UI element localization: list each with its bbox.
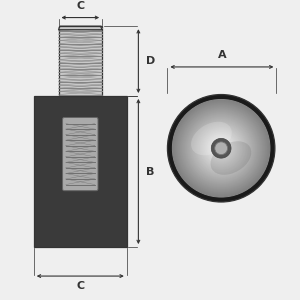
Circle shape xyxy=(175,102,267,194)
Circle shape xyxy=(219,146,223,150)
Circle shape xyxy=(177,104,265,192)
Circle shape xyxy=(187,114,255,182)
FancyBboxPatch shape xyxy=(63,118,98,191)
Circle shape xyxy=(211,138,231,158)
Circle shape xyxy=(172,100,270,197)
Circle shape xyxy=(183,110,259,186)
Bar xyxy=(34,96,127,247)
Circle shape xyxy=(206,134,236,163)
Circle shape xyxy=(212,139,231,158)
Circle shape xyxy=(174,101,268,195)
Circle shape xyxy=(181,108,261,188)
Circle shape xyxy=(208,135,235,162)
Circle shape xyxy=(173,100,269,196)
Text: C: C xyxy=(76,1,84,11)
Circle shape xyxy=(190,117,252,179)
Circle shape xyxy=(188,115,254,182)
Circle shape xyxy=(185,112,257,184)
Circle shape xyxy=(214,141,228,155)
Circle shape xyxy=(209,136,233,160)
Text: B: B xyxy=(146,167,154,176)
Circle shape xyxy=(184,111,258,185)
Circle shape xyxy=(192,119,250,178)
Circle shape xyxy=(202,129,241,168)
Circle shape xyxy=(200,127,243,170)
Circle shape xyxy=(178,105,264,191)
Circle shape xyxy=(191,118,251,178)
Text: A: A xyxy=(218,50,226,60)
Circle shape xyxy=(193,120,250,177)
Text: D: D xyxy=(146,56,155,66)
Circle shape xyxy=(199,126,244,171)
Ellipse shape xyxy=(191,122,232,155)
Circle shape xyxy=(215,142,228,155)
Circle shape xyxy=(189,116,254,181)
Circle shape xyxy=(176,103,266,193)
Circle shape xyxy=(212,140,230,157)
Circle shape xyxy=(167,94,275,202)
Circle shape xyxy=(220,147,222,149)
Circle shape xyxy=(218,145,224,151)
Text: C: C xyxy=(76,281,84,291)
Circle shape xyxy=(208,136,234,161)
Circle shape xyxy=(204,131,239,166)
Circle shape xyxy=(202,130,240,167)
Circle shape xyxy=(198,125,244,172)
Circle shape xyxy=(179,106,263,190)
Bar xyxy=(58,26,102,96)
Circle shape xyxy=(205,132,238,165)
Circle shape xyxy=(213,140,229,156)
Circle shape xyxy=(194,121,248,176)
Circle shape xyxy=(186,113,256,183)
Circle shape xyxy=(216,143,226,153)
Circle shape xyxy=(180,107,262,189)
Ellipse shape xyxy=(211,141,251,175)
Polygon shape xyxy=(58,26,102,30)
Circle shape xyxy=(197,124,246,173)
Circle shape xyxy=(201,128,242,169)
Circle shape xyxy=(210,137,232,159)
Circle shape xyxy=(195,122,248,175)
Circle shape xyxy=(206,133,237,164)
Circle shape xyxy=(215,142,227,154)
Circle shape xyxy=(196,123,247,174)
Circle shape xyxy=(182,109,260,187)
Circle shape xyxy=(217,144,225,152)
